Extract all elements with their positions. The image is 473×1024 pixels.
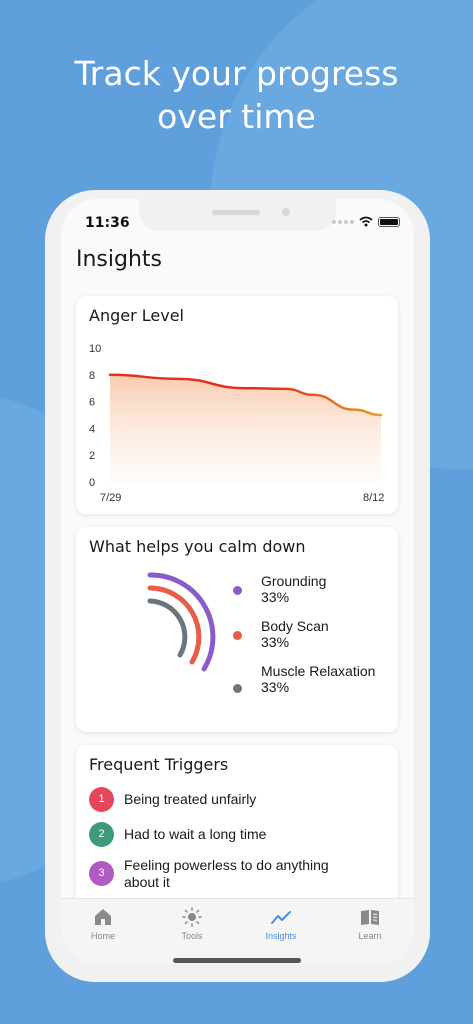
- book-icon: [361, 910, 379, 925]
- calm-down-card[interactable]: What helps you calm down Grounding 33% B…: [76, 527, 398, 732]
- wifi-icon: [359, 216, 373, 227]
- page-title: Insights: [76, 247, 163, 272]
- trigger-item[interactable]: 1 Being treated unfairly: [89, 787, 389, 822]
- tab-label: Home: [90, 931, 115, 941]
- y-tick-label: 6: [89, 397, 95, 409]
- tab-label: Insights: [265, 931, 297, 941]
- legend-percent: 33%: [261, 634, 290, 650]
- anger-area: [110, 374, 381, 482]
- tab-label: Tools: [181, 931, 203, 941]
- tab-learn[interactable]: Learn: [335, 907, 405, 941]
- x-tick-label: 8/12: [363, 492, 384, 504]
- status-icons: [332, 216, 400, 227]
- phone-screen: 11:36 Insights Anger Level: [61, 199, 414, 964]
- body-scan-arc: [147, 585, 202, 665]
- muscle-relaxation-arc: [147, 598, 188, 658]
- x-tick-label: 7/29: [100, 492, 121, 504]
- legend-name: Grounding: [261, 573, 327, 589]
- battery-icon: [378, 216, 400, 227]
- calm-card-title: What helps you calm down: [89, 537, 306, 556]
- trigger-list: 1 Being treated unfairly 2 Had to wait a…: [89, 787, 389, 897]
- status-time: 11:36: [85, 215, 130, 231]
- headline: Track your progress over time: [0, 52, 473, 138]
- anger-level-chart: 0 2 4 6 8 10 7/29 8/12: [89, 343, 384, 504]
- sun-icon: [182, 907, 202, 927]
- trigger-item[interactable]: 3 Feeling powerless to do anything about…: [89, 857, 389, 897]
- legend-dot: [233, 684, 242, 693]
- trigger-text: Feeling powerless to do anything about i…: [124, 857, 329, 890]
- headline-line-1: Track your progress: [74, 54, 399, 93]
- trend-icon: [271, 911, 291, 924]
- legend-item-muscle-relaxation: Muscle Relaxation 33%: [233, 663, 383, 695]
- y-tick-label: 2: [89, 450, 95, 462]
- tab-insights[interactable]: Insights: [246, 907, 316, 941]
- trigger-number-badge: 1: [89, 787, 114, 812]
- speaker: [212, 210, 260, 215]
- notch: [139, 199, 336, 231]
- triggers-card-title: Frequent Triggers: [89, 755, 229, 774]
- legend-item-body-scan: Body Scan 33%: [233, 618, 383, 650]
- calm-arcs-chart: [147, 572, 216, 672]
- tab-label: Learn: [358, 931, 382, 941]
- legend-name: Muscle Relaxation: [261, 663, 376, 679]
- tab-tools[interactable]: Tools: [157, 907, 227, 941]
- y-tick-label: 10: [89, 343, 101, 355]
- home-icon: [95, 909, 111, 925]
- grounding-arc: [147, 572, 216, 672]
- tab-bar: Home Tools Insights: [61, 898, 414, 964]
- anger-card-title: Anger Level: [89, 306, 184, 325]
- headline-line-2: over time: [157, 97, 316, 136]
- y-tick-label: 0: [89, 477, 95, 489]
- trigger-number-badge: 3: [89, 861, 114, 886]
- y-tick-label: 8: [89, 370, 95, 382]
- anger-level-card[interactable]: Anger Level 0 2 4 6 8 10 7/29 8/12: [76, 296, 398, 514]
- legend-percent: 33%: [261, 589, 290, 605]
- tab-home[interactable]: Home: [68, 907, 138, 941]
- home-indicator[interactable]: [173, 958, 301, 963]
- trigger-number-badge: 2: [89, 822, 114, 847]
- anger-line: [108, 373, 383, 417]
- legend-name: Body Scan: [261, 618, 329, 634]
- calm-legend: Grounding 33% Body Scan 33% Muscle Relax…: [233, 573, 383, 708]
- legend-dot: [233, 586, 242, 595]
- legend-item-grounding: Grounding 33%: [233, 573, 383, 605]
- legend-dot: [233, 631, 242, 640]
- trigger-text: Being treated unfairly: [124, 791, 257, 807]
- y-tick-label: 4: [89, 423, 95, 435]
- trigger-item[interactable]: 2 Had to wait a long time: [89, 822, 389, 857]
- signal-icon: [332, 219, 354, 224]
- camera: [282, 208, 290, 216]
- legend-percent: 33%: [261, 679, 290, 695]
- trigger-text: Had to wait a long time: [124, 826, 267, 842]
